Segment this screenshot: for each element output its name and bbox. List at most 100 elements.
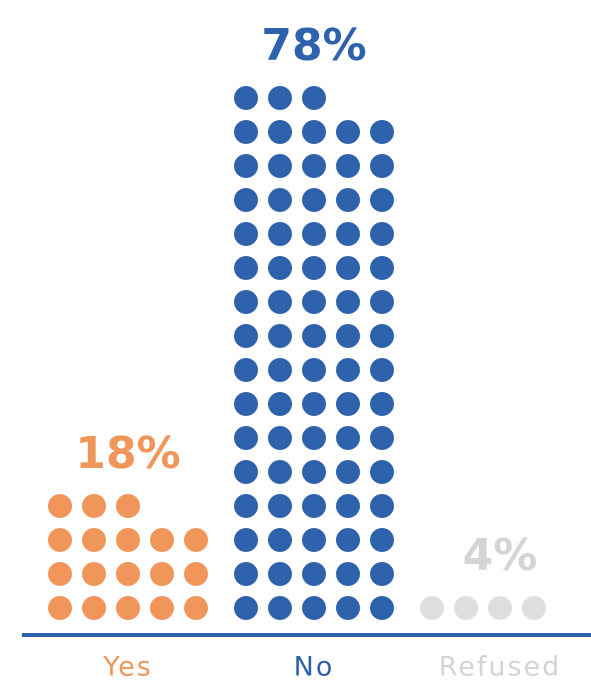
dot (302, 392, 326, 416)
dot (302, 562, 326, 586)
dot (116, 528, 140, 552)
dot (370, 324, 394, 348)
dot (268, 528, 292, 552)
dot (268, 392, 292, 416)
dot (234, 562, 258, 586)
dot (370, 290, 394, 314)
dot (184, 596, 208, 620)
dot (234, 188, 258, 212)
dot (234, 426, 258, 450)
dot (302, 86, 326, 110)
value-label: 18% (75, 428, 180, 479)
dot (336, 154, 360, 178)
dot (184, 562, 208, 586)
dot (336, 392, 360, 416)
dot (48, 528, 72, 552)
dot (302, 426, 326, 450)
dot (48, 596, 72, 620)
dot (268, 324, 292, 348)
dot (234, 358, 258, 382)
dot (268, 86, 292, 110)
dot (234, 256, 258, 280)
dot (116, 596, 140, 620)
dot (370, 256, 394, 280)
dot-column (48, 494, 208, 620)
dot (370, 460, 394, 484)
dot (336, 358, 360, 382)
dot (150, 528, 174, 552)
dot (234, 290, 258, 314)
dot (268, 222, 292, 246)
dot (268, 290, 292, 314)
dot (336, 460, 360, 484)
dot (234, 392, 258, 416)
dot (268, 358, 292, 382)
dot (302, 222, 326, 246)
dot (302, 358, 326, 382)
dot (302, 120, 326, 144)
dot (268, 562, 292, 586)
dot (234, 86, 258, 110)
dot-column (234, 86, 394, 620)
dot (302, 596, 326, 620)
dot (234, 154, 258, 178)
value-label: 4% (463, 530, 538, 581)
dot (268, 188, 292, 212)
dot (234, 222, 258, 246)
dot (268, 426, 292, 450)
dot (48, 494, 72, 518)
dot (234, 120, 258, 144)
dot (234, 494, 258, 518)
dot (336, 188, 360, 212)
dot (268, 154, 292, 178)
dot-column (420, 596, 546, 620)
dot (234, 596, 258, 620)
dot (454, 596, 478, 620)
dot (336, 222, 360, 246)
dot (336, 256, 360, 280)
dot (268, 460, 292, 484)
dot (336, 528, 360, 552)
dot (370, 358, 394, 382)
dot (336, 426, 360, 450)
dot (370, 392, 394, 416)
dot (336, 290, 360, 314)
dot (116, 494, 140, 518)
category-label: Refused (439, 652, 562, 683)
dot (522, 596, 546, 620)
dot (370, 120, 394, 144)
dot (268, 120, 292, 144)
dot (370, 494, 394, 518)
dot (116, 562, 140, 586)
dot (370, 154, 394, 178)
dot (302, 460, 326, 484)
category-label: No (294, 652, 335, 683)
dot (150, 596, 174, 620)
dot (336, 494, 360, 518)
dot (336, 596, 360, 620)
dot (82, 562, 106, 586)
dot (370, 222, 394, 246)
dot (302, 528, 326, 552)
category-label: Yes (102, 652, 153, 683)
dot (82, 528, 106, 552)
dot (488, 596, 512, 620)
value-label: 78% (261, 20, 366, 71)
dot (302, 188, 326, 212)
dot (302, 494, 326, 518)
dot (370, 596, 394, 620)
dot (82, 596, 106, 620)
dot (234, 324, 258, 348)
dot (184, 528, 208, 552)
dot (268, 596, 292, 620)
dot (370, 528, 394, 552)
dot (370, 426, 394, 450)
dot (336, 562, 360, 586)
dot (302, 290, 326, 314)
dot (48, 562, 72, 586)
dot (370, 188, 394, 212)
dot (336, 324, 360, 348)
dot (302, 154, 326, 178)
dot (302, 324, 326, 348)
